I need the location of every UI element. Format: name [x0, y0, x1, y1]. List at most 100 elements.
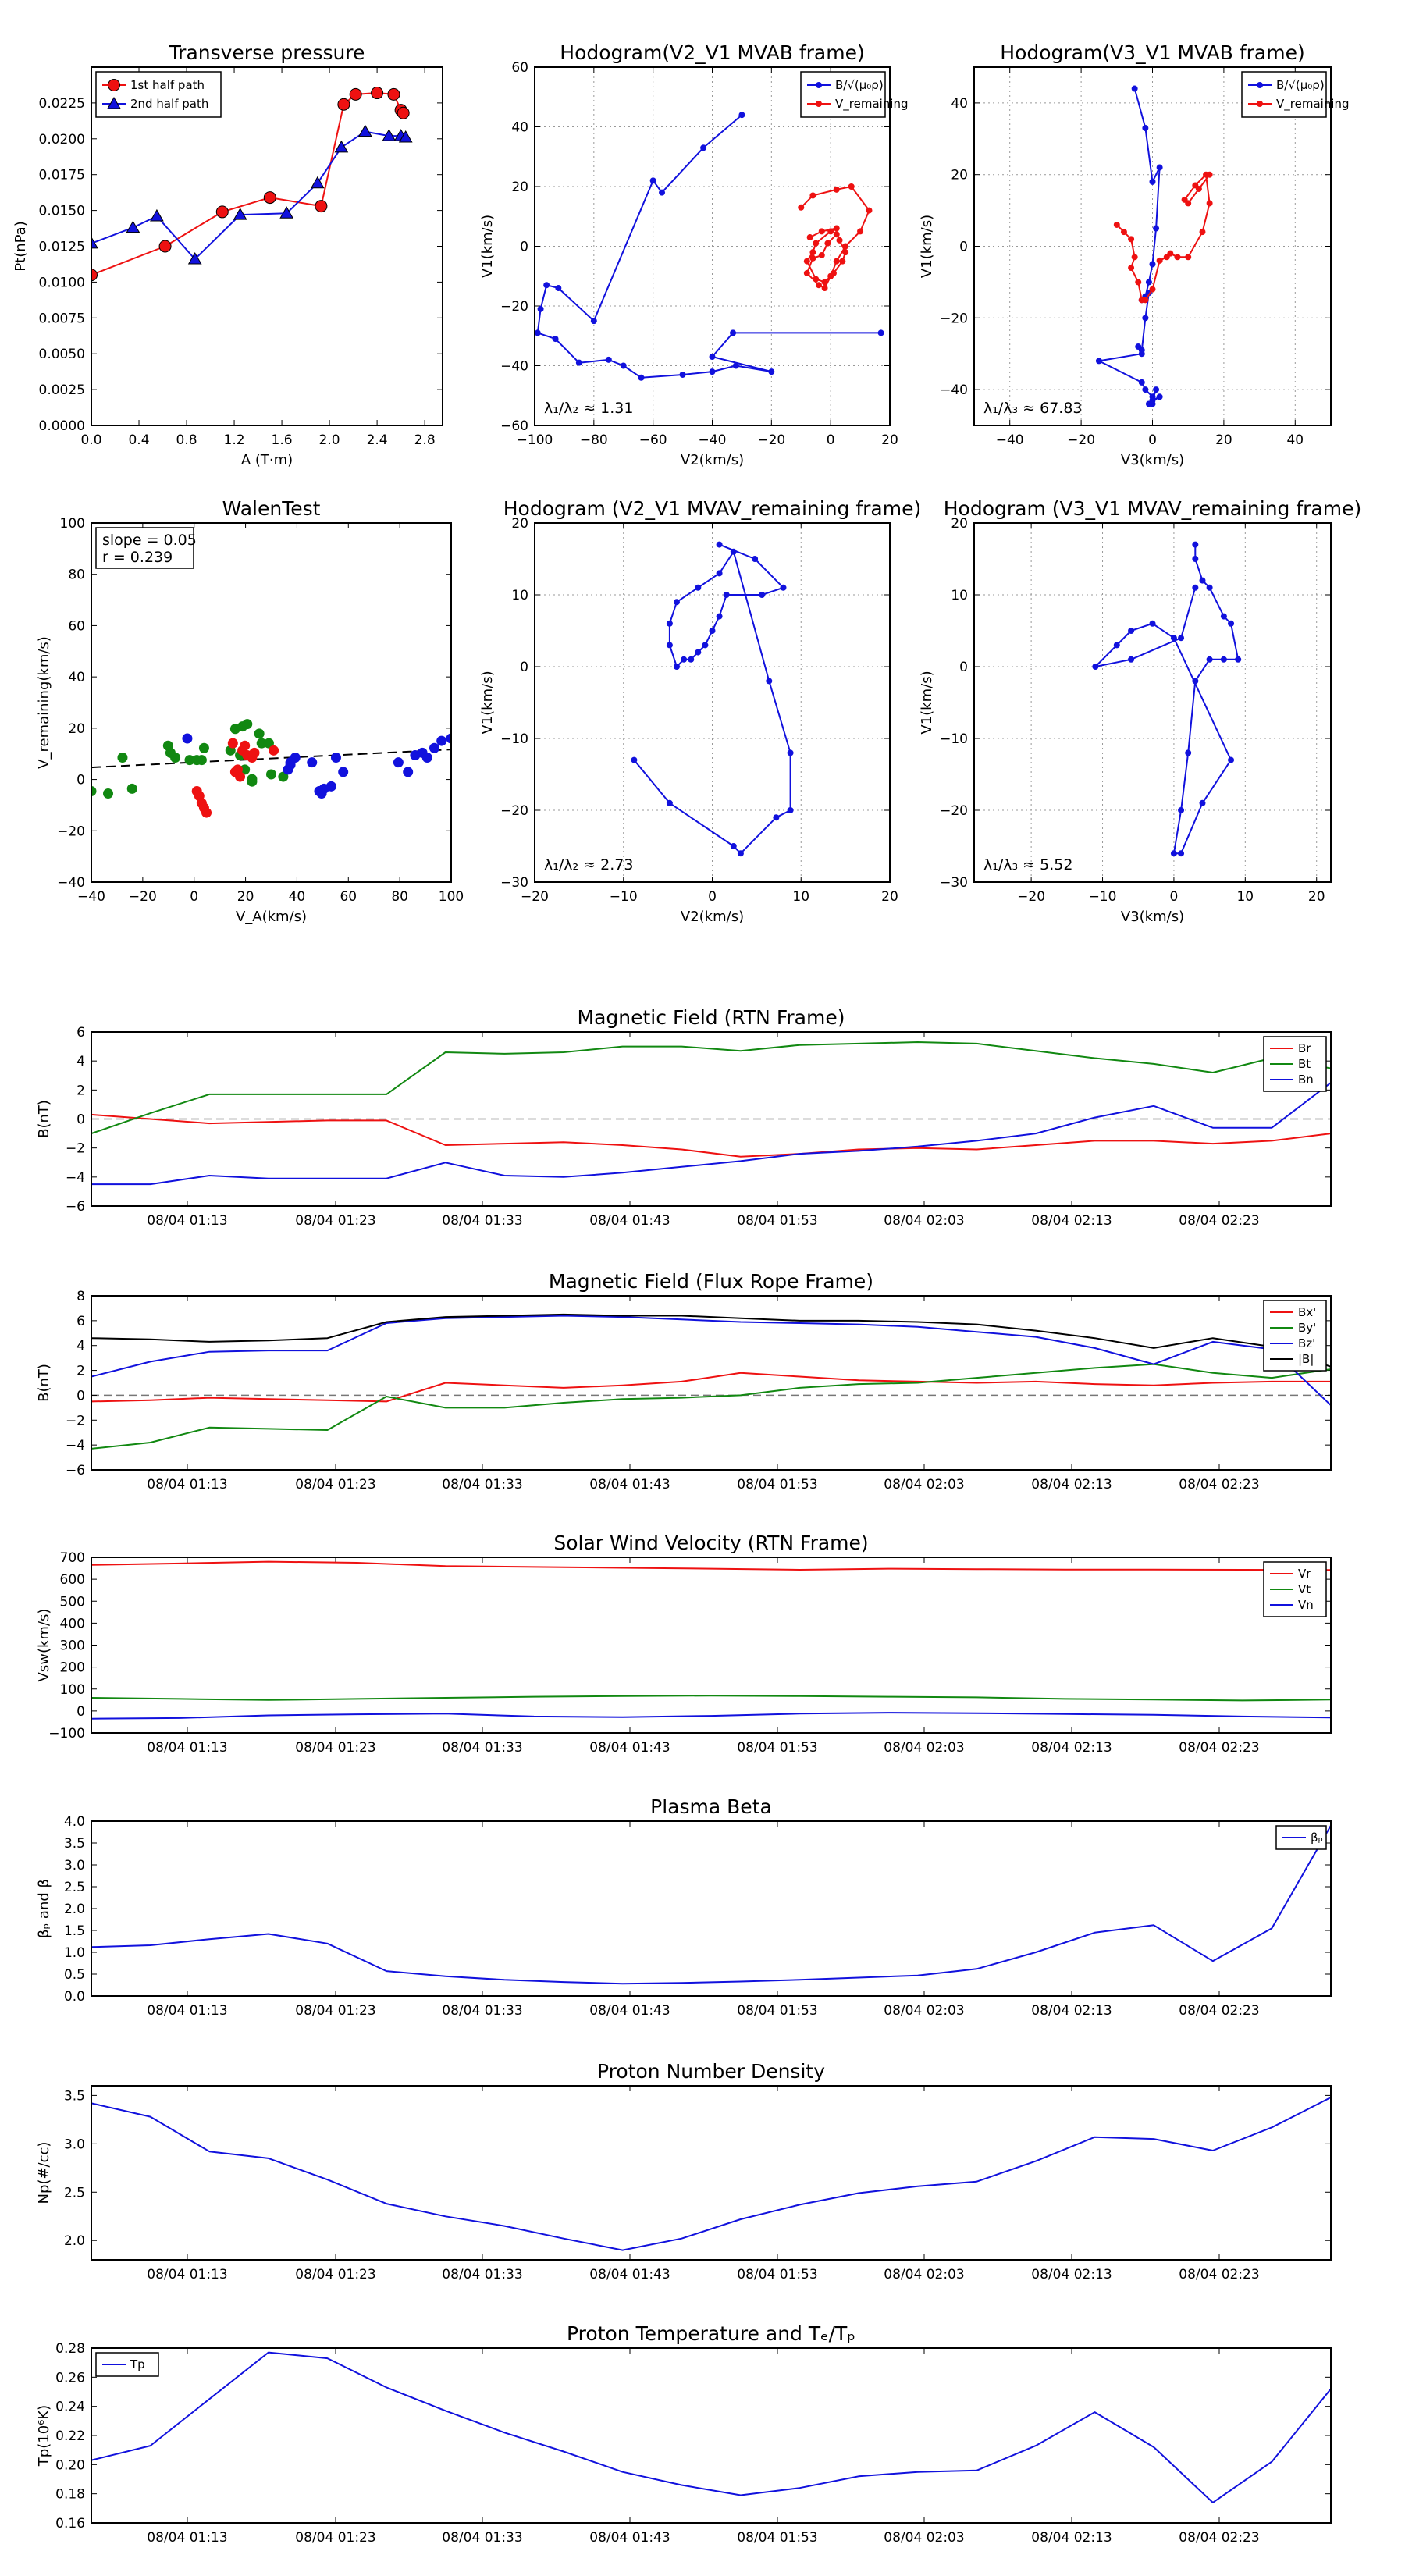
scatter-point: [232, 764, 243, 775]
chart-title: Hodogram(V2_V1 MVAB frame): [560, 41, 864, 64]
chart-title: WalenTest: [222, 497, 321, 520]
x-tick-label: 08/04 01:43: [589, 1740, 670, 1756]
y-tick-label: 0: [520, 660, 528, 675]
x-tick-label: 08/04 01:13: [147, 2267, 227, 2282]
series-line: [91, 2097, 1331, 2251]
legend: Bx' By'Bz' |B|: [1263, 1300, 1327, 1372]
x-tick-label: 08/04 02:13: [1031, 1477, 1112, 1493]
data-point: [659, 189, 666, 196]
data-point: [833, 225, 840, 232]
scatter-point: [240, 740, 251, 751]
x-tick-label: 08/04 01:43: [589, 2003, 670, 2019]
stats-text: slope = 0.05: [102, 532, 197, 549]
data-point: [768, 368, 775, 375]
x-tick-label: 08/04 02:23: [1179, 2530, 1259, 2546]
data-point: [535, 329, 541, 336]
y-tick-label: 2.5: [64, 1880, 85, 1895]
y-tick-label: 6: [76, 1025, 85, 1041]
chart-p8: Magnetic Field (Flux Rope Frame) 08/04 01…: [36, 1270, 1332, 1493]
x-tick-label: −20: [521, 889, 549, 905]
data-point: [806, 234, 813, 241]
legend-label: B/√(μ₀ρ): [1276, 78, 1325, 92]
data-point: [833, 186, 840, 193]
y-tick-label: 3.5: [64, 2088, 85, 2104]
data-point: [709, 368, 716, 375]
data-point: [1138, 350, 1145, 358]
x-tick-label: 08/04 01:33: [442, 1740, 522, 1756]
scatter-point: [201, 807, 212, 818]
data-point: [1228, 620, 1235, 627]
y-tick-label: 0: [959, 240, 968, 255]
data-point: [798, 204, 805, 211]
x-tick-label: 08/04 01:43: [589, 2267, 670, 2282]
data-point: [830, 269, 837, 276]
legend-label: Vr: [1298, 1567, 1311, 1581]
chart-title: Proton Temperature and Tₑ/Tₚ: [567, 2322, 855, 2345]
data-point: [1128, 628, 1135, 634]
data-point: [1138, 379, 1145, 386]
x-tick-label: 0: [708, 889, 717, 905]
x-tick-label: 0: [1148, 432, 1157, 448]
x-tick-label: 08/04 01:53: [737, 2003, 817, 2019]
data-point: [1178, 635, 1185, 642]
x-tick-label: 0.0: [80, 432, 101, 448]
y-tick-label: −20: [500, 803, 528, 819]
data-point: [836, 237, 843, 244]
y-tick-label: 0.20: [55, 2457, 85, 2473]
x-tick-label: −10: [610, 889, 638, 905]
data-point: [1220, 656, 1227, 663]
data-point: [1128, 656, 1135, 663]
data-point: [1170, 850, 1177, 857]
chart-title: Proton Number Density: [597, 2060, 825, 2083]
data-point: [1220, 613, 1227, 620]
data-point: [590, 318, 597, 325]
data-point: [398, 130, 413, 143]
data-point: [666, 799, 673, 806]
data-point: [1206, 656, 1213, 663]
data-point: [1192, 678, 1199, 685]
y-tick-label: 4.0: [64, 1814, 85, 1830]
data-point: [1120, 229, 1127, 236]
scatter-point: [184, 755, 195, 766]
data-point: [730, 329, 737, 336]
scatter-point: [103, 788, 114, 799]
data-point: [1192, 541, 1199, 548]
y-tick-label: 300: [60, 1638, 85, 1654]
legend-label: 2nd half path: [130, 97, 208, 111]
data-point: [349, 87, 362, 101]
axes-frame: [534, 522, 891, 883]
axes-frame: [973, 66, 1332, 426]
axes-frame: [91, 2085, 1332, 2261]
chart-title: Solar Wind Velocity (RTN Frame): [553, 1532, 868, 1554]
legend-label: V_remaining: [835, 97, 909, 112]
data-point: [787, 749, 794, 756]
x-tick-label: 08/04 01:23: [295, 1213, 375, 1229]
data-point: [187, 252, 202, 265]
x-tick-label: 0.4: [128, 432, 149, 448]
scatter-point: [117, 753, 128, 763]
data-point: [759, 592, 766, 598]
data-point: [150, 208, 164, 222]
data-point: [315, 200, 328, 213]
x-tick-label: −40: [699, 432, 727, 448]
stats-frame: [95, 527, 194, 569]
plot-area: [631, 541, 794, 857]
data-point: [1135, 279, 1142, 286]
data-point: [1156, 393, 1163, 400]
y-tick-label: 500: [60, 1594, 85, 1610]
legend-label: Tp: [130, 2357, 145, 2371]
series-line: [91, 92, 404, 276]
data-point: [695, 584, 702, 591]
legend-box: [800, 71, 886, 118]
y-tick-label: 600: [60, 1572, 85, 1588]
scatter-point: [242, 719, 253, 730]
x-tick-label: 08/04 02:13: [1031, 1740, 1112, 1756]
data-point: [1195, 186, 1202, 193]
y-tick-label: 3.0: [64, 1858, 85, 1873]
data-point: [824, 240, 831, 247]
axes-frame: [534, 66, 891, 426]
legend-label: βₚ: [1311, 1831, 1323, 1845]
y-tick-label: −6: [66, 1199, 85, 1215]
data-point: [1142, 315, 1149, 322]
data-point: [827, 228, 834, 235]
